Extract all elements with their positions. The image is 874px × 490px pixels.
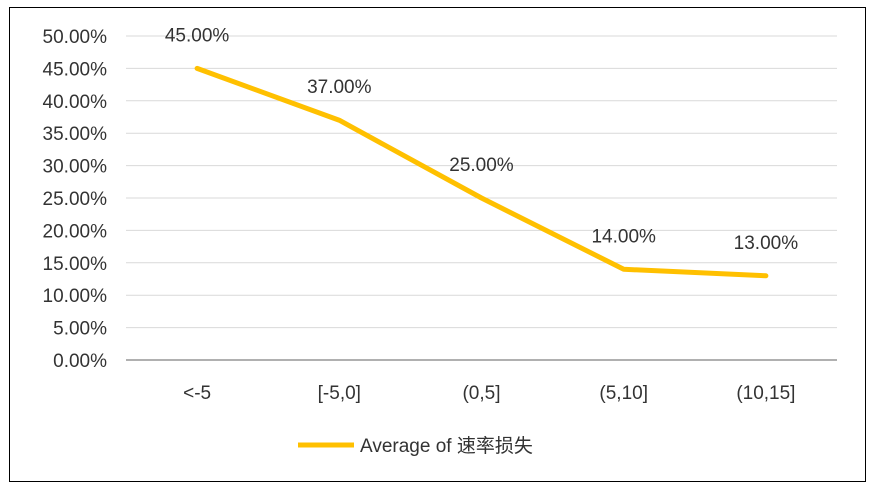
series-line-layer: [194, 65, 769, 279]
x-axis-tick-labels: <-5 [-5,0] (0,5] (5,10] (10,15]: [183, 383, 795, 404]
y-tick-label: 50.00%: [43, 27, 108, 48]
data-label: 13.00%: [734, 233, 799, 254]
data-label: 14.00%: [591, 226, 656, 247]
y-tick-label: 35.00%: [43, 124, 108, 145]
x-tick-label: [-5,0]: [318, 383, 361, 404]
x-tick-label: (10,15]: [736, 383, 795, 404]
data-labels: 45.00% 37.00% 25.00% 14.00% 13.00%: [165, 25, 798, 253]
legend: Average of 速率损失: [298, 435, 533, 457]
data-label: 37.00%: [307, 77, 372, 98]
chart-frame: [9, 7, 866, 482]
y-axis-tick-labels: 0.00% 5.00% 10.00% 15.00% 20.00% 25.00% 30.00%…: [43, 27, 108, 372]
series-line: [194, 65, 769, 279]
y-tick-label: 15.00%: [43, 254, 108, 275]
x-tick-label: (0,5]: [462, 383, 500, 404]
y-tick-label: 10.00%: [43, 286, 108, 307]
y-tick-label: 5.00%: [53, 319, 107, 340]
y-tick-label: 30.00%: [43, 157, 108, 178]
y-tick-label: 40.00%: [43, 92, 108, 113]
y-tick-label: 20.00%: [43, 221, 108, 242]
x-tick-label: (5,10]: [599, 383, 648, 404]
y-tick-label: 25.00%: [43, 189, 108, 210]
legend-label: Average of 速率损失: [360, 435, 533, 457]
data-label: 25.00%: [449, 155, 514, 176]
y-tick-label: 45.00%: [43, 59, 108, 80]
y-tick-label: 0.00%: [53, 351, 107, 372]
gridlines: [126, 35, 837, 329]
data-label: 45.00%: [165, 25, 230, 46]
x-tick-label: <-5: [183, 383, 211, 404]
